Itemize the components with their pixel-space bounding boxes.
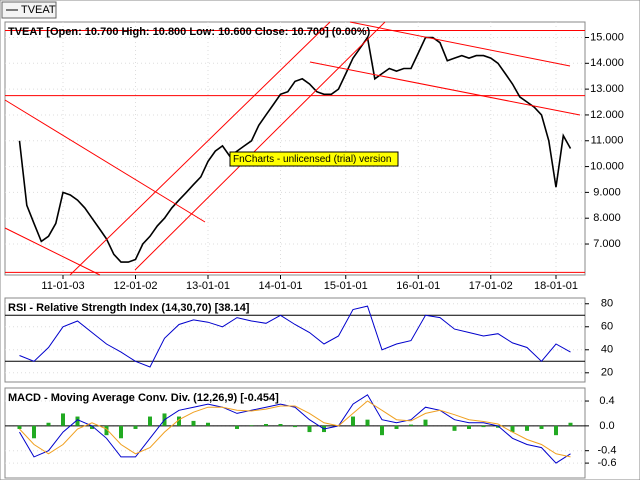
y-tick-label: 9.000 xyxy=(593,186,621,198)
histogram-bar xyxy=(119,425,123,439)
histogram-bar xyxy=(191,420,196,426)
histogram-bar xyxy=(496,425,500,428)
trend-line xyxy=(69,21,331,276)
histogram-bar xyxy=(409,424,413,426)
histogram-bar xyxy=(394,425,399,429)
histogram-bar xyxy=(525,425,529,431)
trend-line xyxy=(309,61,581,116)
y-tick-label: 40 xyxy=(601,344,613,356)
tab-label: TVEAT xyxy=(21,4,56,16)
x-tick-label: 12-01-02 xyxy=(113,280,157,292)
histogram-bar xyxy=(554,425,558,436)
histogram-bar xyxy=(249,425,254,426)
x-tick-label: 15-01-01 xyxy=(324,280,368,292)
histogram-bar xyxy=(293,425,297,428)
y-tick-label: 60 xyxy=(601,321,613,333)
trend-line xyxy=(4,99,206,223)
histogram-bar xyxy=(75,416,80,426)
x-tick-label: 18-01-01 xyxy=(534,280,578,292)
histogram-bar xyxy=(365,419,370,426)
histogram-bar xyxy=(235,425,239,429)
x-tick-label: 11-01-03 xyxy=(41,280,84,292)
trend-line xyxy=(134,21,386,271)
histogram-bar xyxy=(90,425,94,429)
histogram-bar xyxy=(467,425,471,429)
y-tick-label: 10.000 xyxy=(590,160,624,172)
histogram-bar xyxy=(206,422,210,426)
trend-line xyxy=(349,21,571,67)
histogram-bar xyxy=(148,416,152,426)
histogram-bar xyxy=(32,425,36,439)
y-tick-label: 7.000 xyxy=(593,238,621,250)
histogram-bar xyxy=(278,424,283,426)
y-tick-label: 12.000 xyxy=(590,109,624,121)
histogram-bar xyxy=(17,425,22,429)
histogram-bar xyxy=(264,424,268,426)
panel-title: TVEAT [Open: 10.700 High: 10.800 Low: 10… xyxy=(8,26,371,38)
symbol-tab[interactable] xyxy=(1,1,57,19)
panel-title: MACD - Moving Average Conv. Div. (12,26,… xyxy=(8,392,279,404)
x-tick-label: 17-01-02 xyxy=(469,280,513,292)
histogram-bar xyxy=(177,416,181,426)
histogram-bar xyxy=(423,419,428,426)
y-tick-label: 13.000 xyxy=(590,83,624,95)
x-tick-label: 13-01-01 xyxy=(186,280,230,292)
histogram-bar xyxy=(61,413,65,426)
histogram-bar xyxy=(351,416,355,426)
watermark: FnCharts - unlicensed (trial) version xyxy=(233,154,391,165)
y-tick-label: -0.4 xyxy=(598,445,617,457)
histogram-bar xyxy=(380,425,384,436)
histogram-bar xyxy=(452,425,457,431)
y-tick-label: 15.000 xyxy=(590,31,624,43)
y-tick-label: 0.0 xyxy=(599,420,614,432)
y-tick-label: -0.6 xyxy=(598,457,617,469)
y-tick-label: 8.000 xyxy=(593,212,621,224)
data-line xyxy=(19,394,571,464)
y-tick-label: 0.4 xyxy=(599,395,614,407)
histogram-bar xyxy=(481,425,486,428)
histogram-bar xyxy=(104,425,109,436)
y-tick-label: 14.000 xyxy=(590,57,624,69)
y-tick-label: 80 xyxy=(601,298,613,310)
data-line xyxy=(19,400,571,458)
y-tick-label: 11.000 xyxy=(591,135,624,147)
panel-title: RSI - Relative Strength Index (14,30,70)… xyxy=(8,302,250,314)
histogram-bar xyxy=(539,425,544,429)
histogram-bar xyxy=(307,425,312,433)
data-line xyxy=(18,35,572,263)
panel-frame xyxy=(4,21,586,276)
data-line xyxy=(19,305,571,368)
histogram-bar xyxy=(568,422,573,426)
trend-line xyxy=(4,227,101,276)
watermark-box xyxy=(229,151,399,167)
panels: 7.000 8.000 9.000 10.000 11.000 12.000 13.000 1… xyxy=(4,21,624,479)
histogram-bar xyxy=(510,425,515,433)
x-tick-label: 14-01-01 xyxy=(258,280,302,292)
x-tick-label: 16-01-01 xyxy=(396,280,440,292)
trend-lines xyxy=(4,21,581,276)
histogram-bar xyxy=(133,425,138,429)
histogram-bar xyxy=(46,422,51,426)
y-tick-label: 20 xyxy=(601,367,613,379)
